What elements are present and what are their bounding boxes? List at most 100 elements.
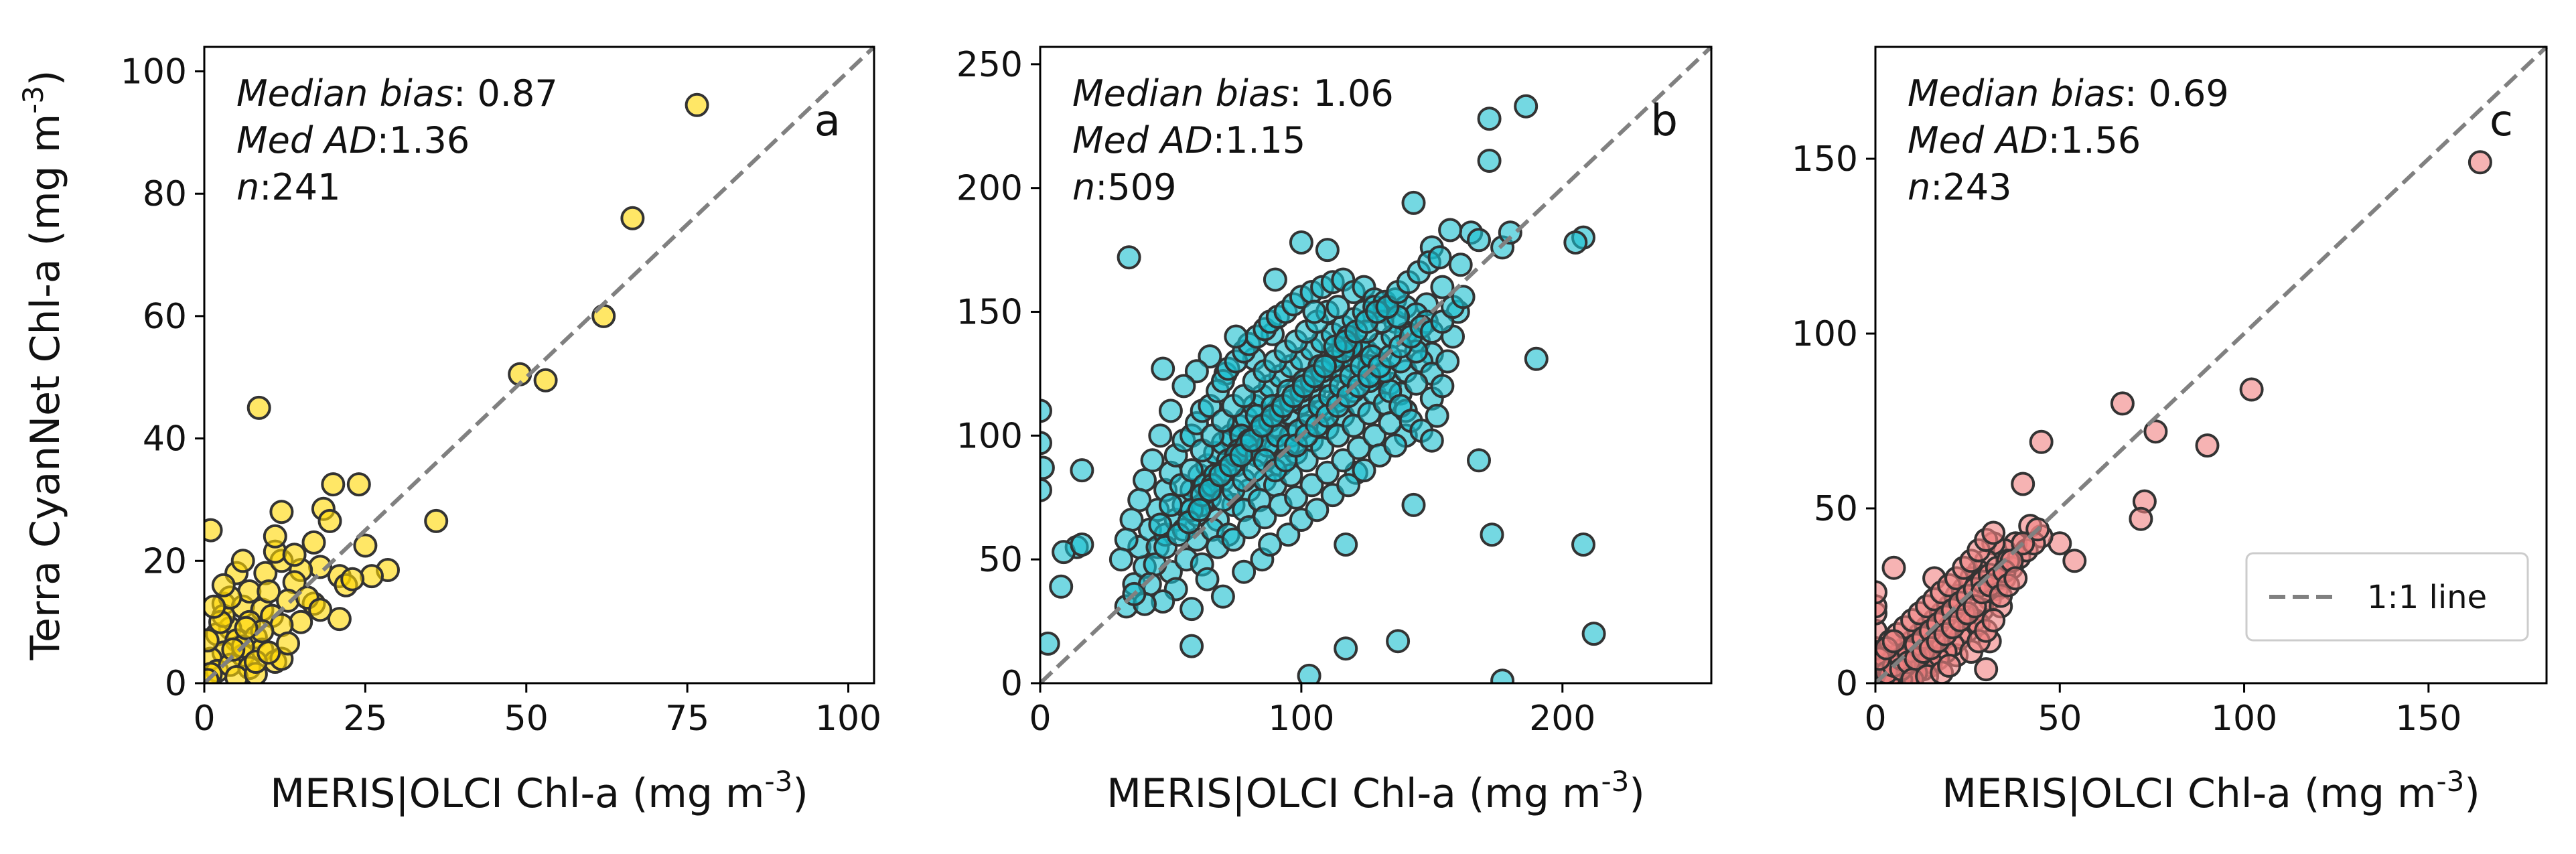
y-tick-label: 0: [165, 664, 187, 704]
data-point: [1171, 374, 1196, 399]
x-tick-label: 100: [1268, 699, 1334, 739]
data-point: [234, 616, 259, 640]
data-point: [1334, 636, 1358, 661]
x-tick-label: 0: [193, 699, 215, 739]
scatter-points: [1040, 94, 1606, 683]
data-point: [1070, 458, 1094, 483]
y-tick-label: 0: [1836, 664, 1858, 704]
data-point: [1331, 448, 1356, 473]
data-point: [1040, 478, 1052, 502]
data-point: [1158, 492, 1183, 517]
panel-letter: a: [814, 96, 841, 146]
data-point: [1404, 371, 1429, 396]
data-point: [2011, 472, 2035, 496]
data-point: [1070, 532, 1094, 557]
data-point: [1467, 228, 1491, 253]
data-point: [1875, 580, 1887, 605]
data-point: [1297, 663, 1321, 683]
data-point: [1498, 220, 1522, 245]
data-point: [2467, 150, 2492, 175]
data-point: [1119, 508, 1144, 532]
data-point: [685, 92, 709, 117]
data-point: [1315, 238, 1340, 263]
data-point: [1386, 629, 1411, 654]
y-tick-label: 150: [1792, 139, 1858, 180]
data-point: [533, 368, 558, 393]
median-bias-text: Median bias: 0.69: [1908, 72, 2229, 115]
data-point: [1305, 498, 1330, 522]
med-ad-text: Med AD:1.15: [1072, 119, 1305, 161]
data-point: [1040, 631, 1060, 656]
data-point: [1276, 522, 1301, 547]
data-point: [1401, 190, 1426, 215]
x-axis-label: MERIS|OLCI Chl-a (mg m-3): [1106, 765, 1645, 818]
data-point: [1284, 485, 1309, 510]
data-point: [1108, 547, 1133, 572]
data-point: [1352, 458, 1376, 483]
data-point: [1151, 356, 1175, 381]
med-ad-text: Med AD:1.36: [236, 119, 470, 161]
data-point: [1289, 230, 1313, 255]
data-point: [1299, 473, 1324, 498]
data-point: [1040, 455, 1055, 480]
data-point: [1563, 230, 1588, 255]
data-point: [204, 594, 226, 619]
y-tick-label: 100: [121, 52, 187, 92]
data-point: [321, 472, 346, 497]
data-point: [1571, 532, 1595, 557]
data-point: [308, 597, 333, 622]
x-axis-label: MERIS|OLCI Chl-a (mg m-3): [270, 765, 808, 818]
data-point: [2143, 419, 2168, 444]
legend-label: 1:1 line: [2367, 579, 2487, 616]
data-point: [620, 206, 645, 230]
data-point: [1148, 512, 1173, 537]
data-point: [2239, 377, 2264, 402]
x-tick-label: 200: [1529, 699, 1595, 739]
panel-b: 0 100 200 0 50 100 150 200 250 MERIS|OLCI Chl-a (…: [956, 45, 1713, 818]
data-point: [1195, 567, 1220, 591]
data-point: [1263, 267, 1287, 292]
data-point: [224, 664, 249, 683]
data-point: [1114, 527, 1139, 552]
data-point: [230, 549, 255, 573]
x-axis-label: MERIS|OLCI Chl-a (mg m-3): [1942, 765, 2480, 818]
data-point: [2129, 506, 2153, 531]
data-point: [1258, 532, 1283, 557]
data-point: [1302, 299, 1327, 324]
panel-letter: c: [2490, 96, 2513, 146]
y-axis-label: Terra CyanNet Chl-a (mg m-3): [17, 70, 70, 661]
data-point: [257, 579, 281, 603]
data-point: [1937, 653, 1962, 678]
data-point: [1179, 597, 1204, 622]
data-point: [1040, 399, 1052, 423]
data-point: [1346, 435, 1371, 460]
data-point: [2062, 549, 2087, 573]
data-point: [1315, 460, 1340, 485]
panel-letter: b: [1650, 96, 1678, 146]
data-point: [211, 573, 236, 597]
data-point: [1313, 354, 1337, 378]
data-point: [1127, 488, 1152, 512]
data-point: [360, 564, 384, 589]
data-point: [1040, 431, 1052, 455]
data-point: [1383, 433, 1408, 458]
data-point: [1334, 532, 1358, 557]
data-point: [1435, 349, 1460, 374]
axes-frame: [1874, 46, 2548, 685]
y-tick-label: 60: [143, 297, 187, 337]
data-point: [1326, 295, 1350, 319]
x-tick-label: 50: [504, 699, 549, 739]
y-tick-label: 40: [143, 419, 187, 459]
n-text: n:509: [1072, 166, 1177, 208]
data-point: [424, 508, 449, 533]
data-point: [1427, 245, 1452, 270]
data-point: [1253, 505, 1277, 530]
data-point: [1419, 428, 1444, 453]
data-point: [1467, 448, 1491, 473]
data-point: [1438, 218, 1463, 242]
data-point: [1430, 374, 1455, 399]
data-point: [1148, 423, 1173, 448]
data-point: [301, 530, 326, 555]
data-point: [1224, 324, 1248, 349]
